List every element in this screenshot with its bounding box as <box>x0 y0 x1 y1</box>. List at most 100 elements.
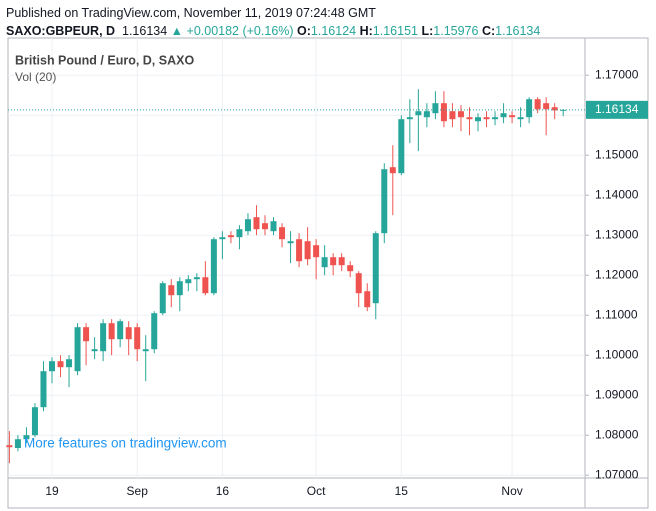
frame <box>7 37 649 509</box>
y-tick-label: 1.14000 <box>595 187 639 201</box>
watermark: More features on tradingview.com <box>24 436 227 451</box>
candle-body <box>321 257 328 268</box>
symbol: SAXO:GBPEUR, D <box>6 24 116 38</box>
y-tick-label: 1.15000 <box>595 147 639 161</box>
candle-body <box>219 237 226 240</box>
y-tick-label: 1.12000 <box>595 267 639 281</box>
candle-body <box>330 257 337 266</box>
candle-body <box>185 279 192 284</box>
candle-body <box>415 111 422 116</box>
candle-body <box>372 233 379 304</box>
candle-body <box>14 439 21 448</box>
candle-body <box>227 235 234 238</box>
h: 1.16151 <box>372 24 418 38</box>
candle-body <box>49 361 55 372</box>
chart-title: British Pound / Euro, D, SAXO <box>15 53 194 67</box>
y-tick-label: 1.09000 <box>595 387 639 401</box>
l-label: L: <box>421 24 434 38</box>
candle-body <box>57 361 64 368</box>
candle-body <box>202 277 209 294</box>
o: 1.16124 <box>310 24 357 38</box>
candle-body <box>432 103 439 114</box>
candle-body <box>253 217 260 230</box>
x-tick-label: 16 <box>216 484 230 498</box>
candle-body <box>398 119 405 174</box>
candle-body <box>389 167 396 174</box>
candle-body <box>355 273 362 294</box>
l: 1.15976 <box>433 24 479 38</box>
candle-body <box>347 265 354 272</box>
candle-body <box>108 323 115 340</box>
candle-body <box>134 327 141 350</box>
candle-body <box>483 117 490 120</box>
candle-body <box>466 117 473 120</box>
x-tick-label: Oct <box>307 484 326 498</box>
candle-body <box>279 227 286 240</box>
candle-body <box>406 117 413 120</box>
candle-body <box>193 277 200 280</box>
candle-body <box>159 283 166 314</box>
candle-body <box>381 169 388 234</box>
x-tick-label: 15 <box>395 484 409 498</box>
candle-body <box>304 241 311 260</box>
o-label: O: <box>297 24 311 38</box>
candle-body <box>440 103 447 122</box>
y-tick-label: 1.08000 <box>595 427 639 441</box>
y-tick-label: 1.13000 <box>595 227 639 241</box>
candle-body <box>117 321 124 340</box>
candle-body <box>151 313 158 350</box>
candle-body <box>168 285 175 296</box>
y-tick-label: 1.10000 <box>595 347 639 361</box>
candle-body <box>457 111 464 118</box>
h-label: H: <box>359 24 373 38</box>
candles <box>6 89 567 464</box>
grid <box>8 38 585 478</box>
candle-body <box>244 219 251 232</box>
published: Published on TradingView.com, November 1… <box>6 6 376 20</box>
quote-line: SAXO:GBPEUR, D 1.16134 ▲ +0.00182 (+0.16… <box>6 22 540 40</box>
c: 1.16134 <box>495 24 541 38</box>
x-tick-label: Nov <box>501 484 522 498</box>
last-price-box <box>586 100 648 119</box>
candle-body <box>176 281 183 296</box>
candle-body <box>142 349 149 352</box>
candle-body <box>83 327 90 342</box>
x-tick-label: 19 <box>45 484 59 498</box>
candle-body <box>509 115 516 118</box>
candle-body <box>31 407 38 436</box>
candle-body <box>270 221 277 232</box>
subtitle: Vol (20) <box>15 70 56 84</box>
candle-body <box>364 291 371 308</box>
candle-body <box>100 323 107 352</box>
candle-body <box>125 327 132 340</box>
candle-body <box>6 445 13 448</box>
candle-body <box>236 229 243 238</box>
candle-body <box>210 239 217 294</box>
candle-body <box>262 223 268 230</box>
candle-body <box>287 241 294 244</box>
change: ▲ +0.00182 (+0.16%) <box>170 24 294 38</box>
candle-body <box>40 371 47 408</box>
candle-body <box>517 117 524 120</box>
candle-body <box>74 327 81 372</box>
x-tick-label: Sep <box>127 484 149 498</box>
candle-body <box>449 111 456 120</box>
candle-body <box>338 257 345 266</box>
y-tick-label: 1.11000 <box>595 307 638 321</box>
candle-body <box>313 245 320 258</box>
candle-body <box>526 99 533 118</box>
last-price-label: 1.16134 <box>595 102 639 116</box>
candle-body <box>91 349 98 352</box>
candle-body <box>23 435 30 440</box>
y-tick-label: 1.07000 <box>595 467 639 481</box>
candle-body <box>551 107 558 111</box>
candle-body <box>534 99 541 110</box>
candle-body <box>423 111 430 118</box>
candle-body <box>66 359 73 368</box>
candle-body <box>492 117 499 120</box>
y-tick-label: 1.17000 <box>595 67 639 81</box>
price: 1.16134 <box>122 24 168 38</box>
candle-body <box>543 103 550 110</box>
